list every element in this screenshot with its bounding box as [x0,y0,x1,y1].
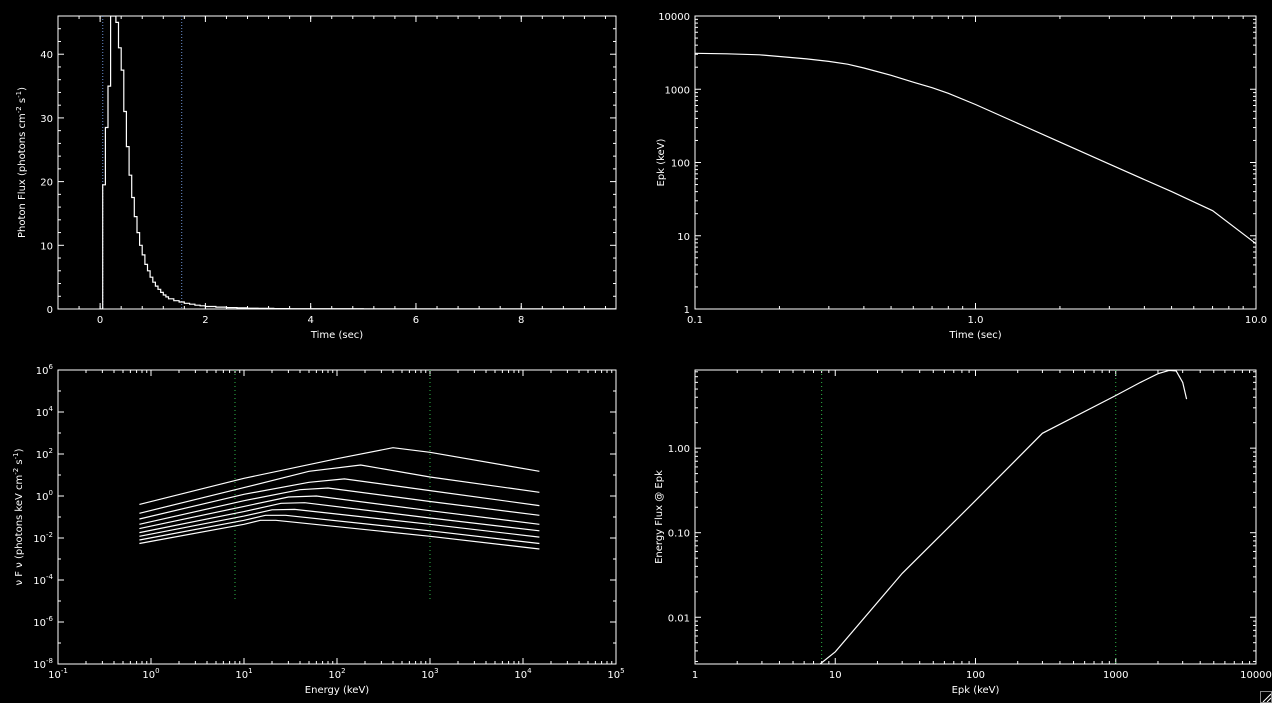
series-line-6 [139,502,540,534]
y-tick-label: 0.01 [668,613,690,624]
y-tick-exponent: -8 [46,657,53,665]
y-tick-label: 1 [684,305,690,316]
y-axis-label: Photon Flux (photons cm-2 s-1) [15,87,28,238]
x-tick-label: 2 [202,315,208,326]
window-resize-grip[interactable] [1260,691,1272,703]
plot-frame [694,369,1257,665]
y-axis-label-exponent: -2 [12,468,20,475]
series-line-1 [139,447,540,505]
y-axis-label: Energy Flux @ Epk [654,470,665,564]
x-tick-exponent: -1 [61,667,68,675]
y-tick-label: 10 [677,232,690,243]
y-tick-label: 40 [40,50,53,61]
x-tick-label: 10.0 [1245,315,1267,326]
series-line-3 [139,478,540,520]
series-line-9 [139,519,540,550]
y-tick-exponent: 0 [49,489,53,497]
y-axis-label-text: Photon Flux (photons cm [17,113,28,238]
y-axis-label-text: ν F ν (photons keV cm [14,475,25,586]
y-tick-exponent: 4 [49,405,54,413]
x-tick-exponent: 3 [434,667,438,675]
series-line-8 [139,514,540,545]
y-axis-label-exponent: -1 [15,91,23,98]
x-tick-label: 100 [966,670,985,681]
y-tick-label: 30 [40,114,53,125]
y-tick-exponent: -2 [46,531,53,539]
y-tick-exponent: -4 [46,573,54,581]
x-tick-exponent: 1 [248,667,252,675]
series-line-2 [139,464,540,514]
y-tick-label: 10000 [658,12,690,23]
x-tick-label: 6 [413,315,419,326]
x-tick-exponent: 4 [527,667,532,675]
x-axis-label: Time (sec) [948,330,1001,341]
x-axis-label: Energy (keV) [305,685,370,696]
x-tick-label: 0 [97,315,103,326]
series-line-1 [819,370,1188,664]
y-axis-label-text: s [14,459,25,467]
x-axis-label: Epk (keV) [952,685,1000,696]
series-line-7 [139,508,540,538]
y-tick-exponent: 6 [49,363,54,371]
x-tick-label: 10000 [1240,670,1272,681]
y-axis-label: Epk (keV) [656,138,667,186]
y-tick-label: 0 [47,305,53,316]
x-tick-label: 0.1 [687,315,703,326]
y-tick-exponent: 2 [49,447,53,455]
y-tick-label: 100 [671,159,690,170]
y-axis-label-exponent: -2 [15,106,23,113]
x-tick-label: 1.0 [968,315,984,326]
series-line-5 [139,495,540,530]
y-axis-label: ν F ν (photons keV cm-2 s-1) [12,448,25,585]
x-tick-exponent: 5 [620,667,624,675]
y-tick-label: 1000 [665,85,690,96]
y-axis-label-text: Energy Flux @ Epk [654,470,665,564]
y-axis-label-text: s [17,98,28,106]
series-line-4 [139,487,540,525]
y-tick-exponent: -6 [46,615,54,623]
series-line-1 [100,16,616,309]
y-tick-label: 0.10 [668,529,690,540]
x-tick-label: 8 [518,315,524,326]
x-tick-exponent: 2 [341,667,345,675]
y-axis-label-text: ) [14,448,25,452]
x-tick-exponent: 0 [155,667,159,675]
y-axis-label-exponent: -1 [12,452,20,459]
y-axis-label-text: Epk (keV) [656,138,667,186]
x-tick-label: 1 [692,670,698,681]
series-line-1 [695,52,1256,245]
y-tick-label: 10 [40,241,53,252]
y-tick-label: 20 [40,178,53,189]
y-axis-label-text: ) [17,87,28,91]
y-tick-label: 1.00 [668,444,690,455]
x-tick-label: 1000 [1103,670,1128,681]
x-tick-label: 4 [307,315,313,326]
x-tick-label: 10 [829,670,842,681]
x-axis-label: Time (sec) [310,330,363,341]
